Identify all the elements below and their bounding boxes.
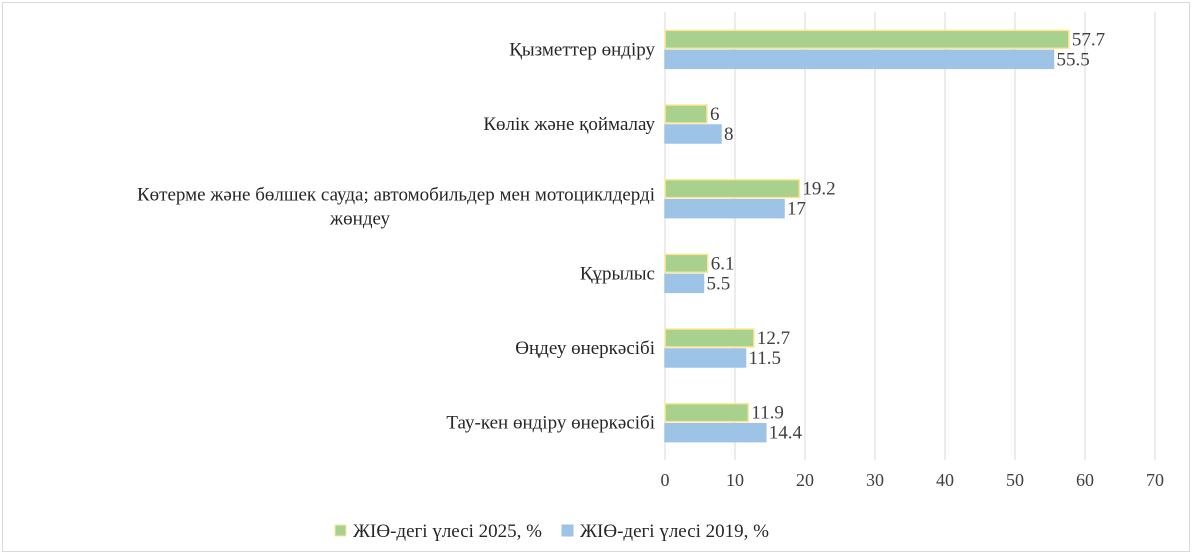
bar-2025 (664, 328, 755, 348)
x-tick-label: 70 (1146, 470, 1164, 490)
data-label: 55.5 (1057, 49, 1090, 70)
bar-2025 (664, 178, 801, 199)
category-label: Көлік және қоймалау (483, 114, 655, 135)
data-label: 5.5 (707, 273, 731, 294)
category-label: жөндеу (329, 209, 390, 230)
data-label: 17 (787, 199, 806, 220)
bar-2025 (664, 253, 709, 274)
chart-frame (2, 2, 1190, 552)
bar-2025 (664, 104, 708, 124)
x-tick-label: 30 (866, 470, 884, 490)
x-tick-label: 10 (726, 470, 744, 490)
legend-label: ЖІӨ-дегі үлесі 2019, % (580, 521, 769, 542)
category-label: Көтерме және бөлшек сауда; автомобильдер… (137, 185, 655, 206)
data-label: 57.7 (1072, 29, 1105, 50)
category-label: Қызметтер өндіру (509, 39, 655, 60)
data-label: 19.2 (802, 179, 835, 200)
legend-swatch-0 (334, 524, 347, 537)
data-label: 6 (710, 104, 720, 125)
data-label: 8 (724, 124, 734, 145)
category-label: Өңдеу өнеркәсібі (515, 338, 655, 359)
bar-2019 (664, 49, 1055, 70)
category-label: Құрылыс (580, 263, 655, 284)
bar-2019 (664, 198, 785, 219)
bar-2019 (664, 124, 722, 144)
x-tick-label: 0 (661, 470, 670, 490)
legend-swatch-1 (561, 524, 574, 537)
data-label: 11.9 (751, 403, 784, 424)
legend-label: ЖІӨ-дегі үлесі 2025, % (353, 521, 542, 542)
x-tick-label: 60 (1076, 470, 1094, 490)
data-label: 6.1 (711, 253, 735, 274)
bar-2025 (664, 402, 750, 423)
data-label: 11.5 (749, 348, 782, 369)
x-tick-label: 40 (936, 470, 954, 490)
bar-2019 (664, 422, 767, 443)
bar-2025 (664, 29, 1070, 50)
data-label: 14.4 (769, 423, 803, 444)
data-label: 12.7 (757, 328, 790, 349)
category-label: Тау-кен өндіру өнеркәсібі (446, 413, 655, 434)
bar-2019 (664, 348, 747, 368)
x-tick-label: 20 (796, 470, 814, 490)
bar-2019 (664, 273, 705, 294)
x-tick-label: 50 (1006, 470, 1024, 490)
